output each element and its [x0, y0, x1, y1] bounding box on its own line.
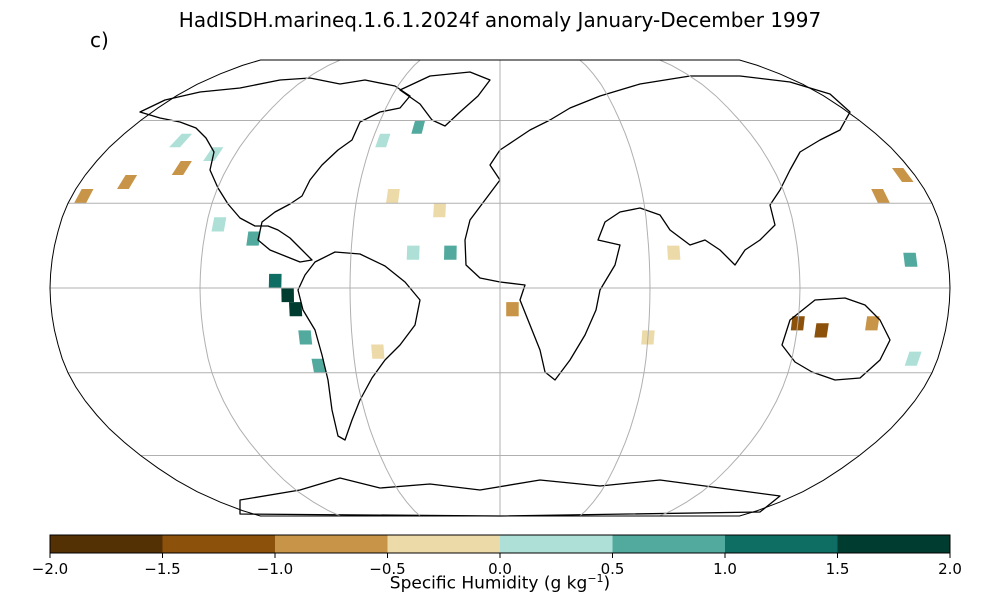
- colorbar-bin: [50, 535, 163, 553]
- anomaly-cell: [375, 133, 391, 148]
- colorbar-bin: [162, 535, 275, 553]
- anomaly-cell: [871, 189, 890, 204]
- anomaly-cell: [117, 175, 138, 189]
- colorbar-tick-label: 1.5: [826, 560, 850, 578]
- anomaly-cell: [406, 245, 420, 260]
- colorbar-tick-label: −1.0: [257, 560, 293, 578]
- colorbar-bin: [725, 535, 838, 553]
- colorbar-bin: [275, 535, 388, 553]
- colorbar-tick-label: −2.0: [32, 560, 68, 578]
- anomaly-cell: [903, 252, 918, 267]
- coastline-eurasia-africa: [464, 75, 851, 381]
- anomaly-cell: [411, 120, 426, 134]
- colorbar-bin: [837, 535, 950, 553]
- coastlines: [139, 71, 891, 517]
- colorbar-ticks: −2.0 −1.5 −1.0 −0.5 0.0 0.5 1.0 1.5 2.0: [32, 553, 962, 578]
- colorbar-tick-label: −1.5: [144, 560, 180, 578]
- graticule: [50, 59, 950, 517]
- coastline-greenland: [399, 71, 491, 127]
- anomaly-cell: [311, 358, 326, 373]
- globe-outline: [49, 59, 951, 517]
- coastline-antarctica: [239, 477, 781, 517]
- colorbar-tick-label: 1.0: [713, 560, 737, 578]
- anomaly-cell: [171, 161, 192, 175]
- anomaly-cells: [74, 120, 922, 373]
- coastline-north-america: [139, 77, 411, 263]
- anomaly-cell: [506, 302, 519, 317]
- colorbar-bin: [387, 535, 500, 553]
- panel-label: c): [90, 28, 109, 52]
- meridian-line: [199, 59, 341, 517]
- anomaly-cell: [298, 330, 313, 345]
- anomaly-cell: [371, 344, 385, 359]
- anomaly-cell: [169, 133, 193, 148]
- anomaly-cell: [865, 316, 880, 331]
- meridian-line: [579, 59, 651, 517]
- coastline-australia: [781, 297, 891, 381]
- anomaly-cell: [289, 302, 303, 317]
- colorbar-bin: [612, 535, 725, 553]
- colorbar-tick-label: −0.5: [369, 560, 405, 578]
- anomaly-cell: [904, 351, 922, 366]
- colorbar-tick-label: 0.5: [601, 560, 625, 578]
- anomaly-cell: [281, 288, 294, 303]
- meridian-line: [349, 59, 421, 517]
- anomaly-cell: [386, 189, 400, 204]
- map-title: HadISDH.marineq.1.6.1.2024f anomaly Janu…: [178, 8, 822, 32]
- anomaly-cell: [268, 273, 282, 288]
- anomaly-cell: [246, 231, 261, 246]
- anomaly-cell: [814, 323, 829, 338]
- colorbar-label: Specific Humidity (g kg−1): [389, 572, 611, 594]
- colorbar-tick-label: 0.0: [488, 560, 512, 578]
- anomaly-cell: [74, 189, 94, 204]
- meridian-line: [659, 59, 801, 517]
- anomaly-cell: [433, 203, 446, 218]
- anomaly-cell: [667, 245, 681, 260]
- colorbar-bins: [50, 535, 950, 553]
- colorbar-tick-label: 2.0: [938, 560, 962, 578]
- coastline-south-america: [297, 251, 421, 441]
- anomaly-cell: [211, 217, 227, 232]
- colorbar-bin: [500, 535, 613, 553]
- anomaly-cell: [444, 245, 457, 260]
- anomaly-cell: [892, 168, 914, 182]
